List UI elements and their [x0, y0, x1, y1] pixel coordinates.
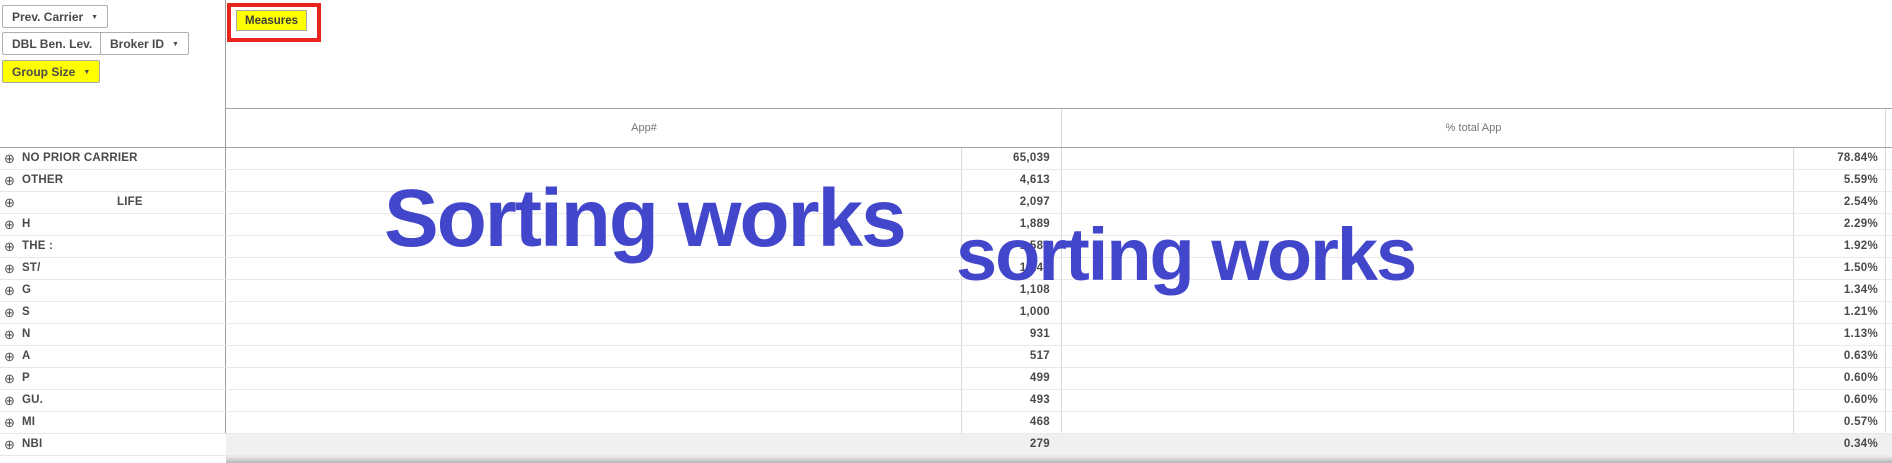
expand-icon[interactable]: ⊕	[4, 283, 15, 298]
measures-button[interactable]: Measures	[236, 10, 308, 31]
app-value-cell: 499	[1029, 372, 1050, 384]
table-row: ⊕ G 1,108 1.34%	[0, 280, 1892, 302]
pct-value-cell: 0.60%	[1843, 372, 1878, 384]
column-header-app[interactable]: App#	[631, 121, 657, 134]
table-right-border	[1885, 108, 1886, 456]
expand-icon[interactable]: ⊕	[4, 371, 15, 386]
app-value-cell: 468	[1029, 416, 1050, 428]
app-value-cell: 4,613	[1019, 174, 1050, 186]
expand-icon[interactable]: ⊕	[4, 151, 15, 166]
expand-icon[interactable]: ⊕	[4, 415, 15, 430]
filter-prev-carrier-dropdown[interactable]: Prev. Carrier ▼	[2, 5, 109, 28]
pct-value-cell: 0.60%	[1843, 394, 1878, 406]
column-header-pct-total-app[interactable]: % total App	[1445, 121, 1502, 134]
header-bottom-border	[0, 147, 1892, 148]
app-value-cell: 279	[1029, 438, 1050, 450]
row-label[interactable]: LIFE	[117, 196, 143, 208]
row-label[interactable]: N	[22, 328, 31, 340]
table-row: ⊕ H 1,889 2.29%	[0, 214, 1892, 236]
pct-cell-divider	[1793, 148, 1794, 456]
table-row: ⊕ A 517 0.63%	[0, 346, 1892, 368]
chevron-down-icon: ▼	[172, 41, 179, 48]
header-top-border	[226, 108, 1892, 109]
row-label[interactable]: GU.	[22, 394, 44, 406]
app-value-cell: 1,240	[1019, 262, 1050, 274]
app-value-cell: 2,097	[1019, 196, 1050, 208]
row-label[interactable]: MI	[22, 416, 36, 428]
filter-broker-id-dropdown[interactable]: Broker ID ▼	[100, 32, 189, 55]
red-annotation-box	[227, 3, 321, 42]
app-value-cell: 1,889	[1019, 218, 1050, 230]
horizontal-scrollbar[interactable]	[226, 456, 1892, 463]
pct-value-cell: 1.50%	[1843, 262, 1878, 274]
row-label[interactable]: P	[22, 372, 30, 384]
row-label[interactable]: A	[22, 350, 31, 362]
pct-value-cell: 0.57%	[1843, 416, 1878, 428]
app-value-cell: 931	[1029, 328, 1050, 340]
pct-value-cell: 0.63%	[1843, 350, 1878, 362]
row-label[interactable]: H	[22, 218, 31, 230]
expand-icon[interactable]: ⊕	[4, 305, 15, 320]
row-label[interactable]: OTHER	[22, 174, 64, 186]
row-label[interactable]: NO PRIOR CARRIER	[22, 152, 138, 164]
table-row: ⊕ MI 468 0.57%	[0, 412, 1892, 434]
filter-group-size-label: Group Size	[12, 64, 76, 79]
table-row: ⊕ N 931 1.13%	[0, 324, 1892, 346]
pct-value-cell: 78.84%	[1837, 152, 1878, 164]
table-row: ⊕ GU. 493 0.60%	[0, 390, 1892, 412]
pct-value-cell: 0.34%	[1843, 438, 1878, 450]
pct-value-cell: 1.21%	[1843, 306, 1878, 318]
expand-icon[interactable]: ⊕	[4, 239, 15, 254]
expand-icon[interactable]: ⊕	[4, 327, 15, 342]
table-row: ⊕ NO PRIOR CARRIER 65,039 78.84%	[0, 148, 1892, 170]
filter-dbl-ben-lev-dropdown[interactable]: DBL Ben. Lev. ▼	[2, 32, 118, 55]
filter-prev-carrier-label: Prev. Carrier	[12, 9, 84, 24]
sorting-works-annotation-1: Sorting works	[384, 173, 907, 264]
filter-dbl-ben-lev-label: DBL Ben. Lev.	[12, 36, 93, 51]
table-row: ⊕ NBI 279 0.34%	[0, 434, 1892, 456]
chevron-down-icon: ▼	[83, 69, 91, 76]
table-row: ⊕ LIFE 2,097 2.54%	[0, 192, 1892, 214]
column-divider	[1061, 108, 1062, 456]
app-value-cell: 517	[1029, 350, 1050, 362]
row-label[interactable]: NBI	[22, 438, 43, 450]
pct-value-cell: 2.54%	[1843, 196, 1878, 208]
row-label[interactable]: ST/	[22, 262, 41, 274]
pivot-table-body: ⊕ NO PRIOR CARRIER 65,039 78.84% ⊕ OTHER…	[0, 148, 1892, 456]
row-label[interactable]: S	[22, 306, 30, 318]
table-row: ⊕ S 1,000 1.21%	[0, 302, 1892, 324]
expand-icon[interactable]: ⊕	[4, 349, 15, 364]
pct-value-cell: 1.34%	[1843, 284, 1878, 296]
expand-icon[interactable]: ⊕	[4, 261, 15, 276]
table-row: ⊕ OTHER 4,613 5.59%	[0, 170, 1892, 192]
row-label[interactable]: G	[22, 284, 32, 296]
pct-value-cell: 1.13%	[1843, 328, 1878, 340]
row-label[interactable]: THE :	[22, 240, 54, 252]
expand-icon[interactable]: ⊕	[4, 217, 15, 232]
pct-value-cell: 5.59%	[1843, 174, 1878, 186]
row-header-divider	[225, 0, 226, 456]
expand-icon[interactable]: ⊕	[4, 437, 15, 452]
expand-icon[interactable]: ⊕	[4, 173, 15, 188]
filter-group-size-dropdown[interactable]: Group Size ▼	[2, 60, 101, 83]
table-row: ⊕ THE : 1,583 1.92%	[0, 236, 1892, 258]
filter-broker-id-label: Broker ID	[110, 36, 165, 51]
expand-icon[interactable]: ⊕	[4, 393, 15, 408]
app-value-cell: 1,108	[1019, 284, 1050, 296]
table-row: ⊕ ST/ 1,240 1.50%	[0, 258, 1892, 280]
app-cell-divider	[961, 148, 962, 456]
chevron-down-icon: ▼	[91, 14, 99, 21]
pct-value-cell: 1.92%	[1843, 240, 1878, 252]
expand-icon[interactable]: ⊕	[4, 195, 15, 210]
app-value-cell: 65,039	[1013, 152, 1050, 164]
app-value-cell: 493	[1029, 394, 1050, 406]
app-value-cell: 1,583	[1019, 240, 1050, 252]
pct-value-cell: 2.29%	[1843, 218, 1878, 230]
table-row: ⊕ P 499 0.60%	[0, 368, 1892, 390]
app-value-cell: 1,000	[1019, 306, 1050, 318]
sorting-works-annotation-2: sorting works	[956, 213, 1417, 296]
